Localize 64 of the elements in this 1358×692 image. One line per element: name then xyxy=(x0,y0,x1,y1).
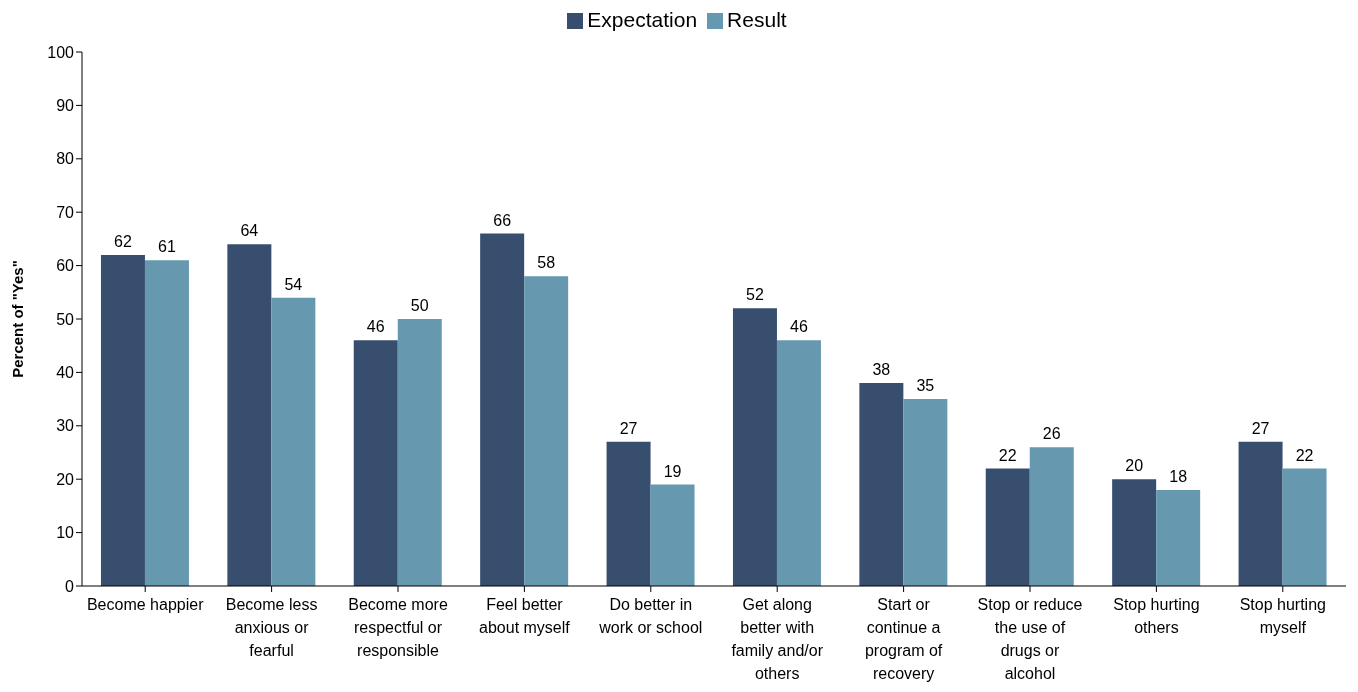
data-label: 20 xyxy=(1125,457,1144,475)
y-tick-label: 100 xyxy=(47,43,75,61)
y-tick-label: 40 xyxy=(56,364,75,382)
legend-label: Expectation xyxy=(587,8,698,31)
data-label: 46 xyxy=(790,318,808,336)
data-label: 35 xyxy=(916,377,935,395)
y-tick-label: 60 xyxy=(56,257,75,275)
data-label: 58 xyxy=(537,254,556,272)
bar xyxy=(732,308,777,586)
y-tick-label: 90 xyxy=(56,97,75,115)
data-label: 26 xyxy=(1042,425,1061,443)
data-label: 66 xyxy=(493,211,512,229)
x-tick-label: Get along better with family and/or others xyxy=(731,596,824,682)
data-label: 64 xyxy=(240,222,259,240)
data-label: 46 xyxy=(366,318,385,336)
x-tick-label: Start or continue a program of recovery xyxy=(864,596,943,682)
data-label: 22 xyxy=(1295,446,1314,464)
bar xyxy=(650,484,695,586)
y-tick-label: 30 xyxy=(56,417,75,435)
data-label: 61 xyxy=(158,238,176,256)
data-label: 38 xyxy=(872,361,891,379)
y-tick-label: 10 xyxy=(56,524,75,542)
data-label: 52 xyxy=(746,286,764,304)
x-tick-label: Become happier xyxy=(86,596,205,613)
x-tick-label: Become less anxious or fearful xyxy=(225,596,318,659)
y-tick-label: 0 xyxy=(65,577,75,595)
bar xyxy=(1156,489,1201,586)
x-tick-label: Become more respectful or responsible xyxy=(348,596,448,659)
bar xyxy=(1238,441,1283,586)
bar xyxy=(480,233,525,586)
data-label: 27 xyxy=(1251,419,1270,437)
bar xyxy=(776,340,821,586)
bar xyxy=(1029,447,1074,586)
data-label: 54 xyxy=(284,275,303,293)
data-label: 27 xyxy=(619,419,638,437)
bar xyxy=(606,441,651,586)
data-label: 19 xyxy=(663,462,682,480)
bar xyxy=(859,383,904,586)
bar xyxy=(271,297,316,586)
y-tick-label: 50 xyxy=(56,310,75,328)
y-tick-label: 20 xyxy=(56,470,75,488)
x-tick-label: Stop hurting myself xyxy=(1239,596,1326,636)
data-label: 18 xyxy=(1169,467,1188,485)
bar xyxy=(144,260,189,586)
y-tick-label: 70 xyxy=(56,203,75,221)
bar xyxy=(227,244,272,586)
data-label: 62 xyxy=(114,232,132,250)
bar xyxy=(985,468,1030,586)
bar xyxy=(353,340,398,586)
bar xyxy=(1112,479,1157,586)
bar xyxy=(903,399,948,586)
data-label: 50 xyxy=(410,297,429,314)
bar xyxy=(397,319,442,586)
x-tick-label: Stop hurting others xyxy=(1113,596,1200,636)
y-tick-label: 80 xyxy=(56,150,75,168)
x-tick-label: Stop or reduce the use of drugs or alcohol xyxy=(977,596,1083,682)
data-label: 22 xyxy=(998,446,1017,464)
y-axis-title: Percent of "Yes" xyxy=(9,260,27,378)
x-tick-label: Feel better about myself xyxy=(479,596,571,636)
x-tick-label: Do better in work or school xyxy=(598,596,703,636)
legend-label: Result xyxy=(727,8,787,31)
bar xyxy=(100,254,145,586)
bar xyxy=(1282,468,1327,586)
bar xyxy=(524,276,569,586)
